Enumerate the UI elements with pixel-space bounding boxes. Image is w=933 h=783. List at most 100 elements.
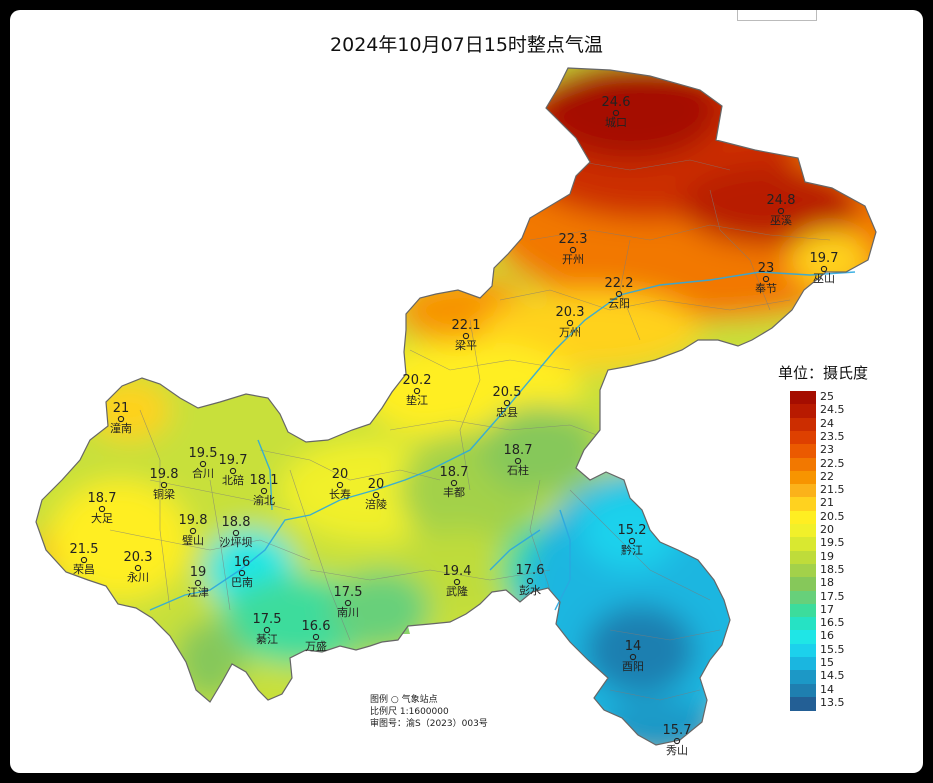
station-dot-icon (189, 527, 197, 535)
legend-label: 25 (820, 390, 834, 403)
legend-step: 19.5 (790, 536, 890, 552)
station-name: 奉节 (755, 281, 777, 295)
station-marker: 23 奉节 (755, 261, 777, 295)
station-marker: 17.6 彭水 (516, 563, 545, 597)
station-marker: 17.5 南川 (334, 585, 363, 619)
station-name: 璧山 (182, 533, 204, 547)
station-dot-icon (820, 265, 828, 273)
station-name: 大足 (91, 511, 113, 525)
legend-step: 25 (790, 390, 890, 405)
station-marker: 15.7 秀山 (663, 723, 692, 757)
station-name: 万州 (559, 326, 581, 339)
station-marker: 17.5 綦江 (253, 612, 282, 646)
station-dot-icon (569, 246, 577, 254)
station-name: 黔江 (621, 543, 643, 557)
station-name: 荣昌 (73, 563, 95, 576)
station-marker: 18.7 大足 (88, 491, 117, 525)
legend-label: 24 (820, 416, 834, 430)
station-dot-icon (777, 207, 785, 215)
station-dot-icon (462, 332, 470, 340)
legend-step: 22 (790, 470, 890, 485)
legend-step: 23.5 (790, 430, 890, 445)
legend-swatch (790, 417, 816, 432)
station-value: 15.2 (618, 523, 647, 538)
legend-swatch (790, 470, 816, 485)
legend-swatch (790, 550, 816, 565)
legend-step: 17 (790, 603, 890, 618)
station-name: 沙坪坝 (220, 535, 253, 549)
station-value: 17.5 (334, 585, 363, 600)
station-dot-icon (238, 569, 246, 577)
legend-swatch (790, 430, 816, 445)
station-dot-icon (526, 577, 534, 585)
station-marker: 20 长寿 (329, 467, 351, 501)
top-tab (737, 10, 817, 21)
station-value: 16 (234, 555, 251, 570)
station-value: 17.6 (516, 563, 545, 578)
legend-label: 15.5 (820, 642, 845, 656)
station-value: 19.8 (179, 513, 208, 528)
station-marker: 20 涪陵 (365, 477, 387, 511)
station-name: 酉阳 (622, 660, 644, 673)
station-marker: 20.5 忠县 (493, 385, 522, 419)
station-name: 忠县 (496, 406, 518, 419)
station-value: 19.7 (219, 453, 248, 468)
map-title: 2024年10月07日15时整点气温 (330, 34, 603, 56)
station-value: 19.8 (150, 467, 179, 482)
station-name: 潼南 (110, 421, 132, 435)
station-name: 云阳 (608, 297, 630, 310)
station-marker: 21.5 荣昌 (70, 542, 99, 576)
station-dot-icon (194, 579, 202, 587)
legend-step: 20.5 (790, 510, 890, 525)
station-dot-icon (762, 275, 770, 283)
station-dot-icon (134, 564, 142, 572)
legend-swatch (790, 617, 816, 631)
legend-step: 16 (790, 629, 890, 645)
station-value: 18.7 (504, 443, 533, 458)
station-dot-icon (453, 578, 461, 586)
legend-label: 24.5 (820, 403, 845, 417)
legend-label: 13.5 (820, 695, 845, 709)
legend-label: 16.5 (820, 616, 845, 630)
station-dot-icon (344, 599, 352, 607)
station-name: 铜梁 (153, 487, 175, 501)
station-name: 北碚 (222, 473, 244, 487)
legend-swatch (790, 643, 816, 658)
station-dot-icon (615, 290, 623, 298)
station-value: 21 (113, 401, 130, 416)
station-name: 梁平 (455, 338, 477, 352)
station-dot-icon (566, 319, 574, 327)
station-name: 巫山 (813, 272, 835, 285)
station-marker: 18.8 沙坪坝 (220, 515, 253, 549)
station-dot-icon (413, 387, 421, 395)
station-name: 万盛 (305, 639, 327, 653)
station-marker: 19.5 合川 (189, 446, 218, 480)
legend-step: 24 (790, 416, 890, 432)
station-marker: 20.3 永川 (124, 550, 153, 584)
legend-step: 20 (790, 523, 890, 538)
legend-label: 15 (820, 656, 834, 669)
legend-step: 22.5 (790, 457, 890, 472)
station-value: 21.5 (70, 542, 99, 557)
stations-layer: 24.6 城口 24.8 巫溪 22.3 开州 22.2 云阳 23 奉节 19.7 巫山 22.1 梁平… (70, 95, 839, 757)
legend-swatch (790, 510, 816, 525)
legend-label: 18 (820, 576, 834, 590)
station-marker: 14 酉阳 (622, 639, 644, 673)
legend-step: 16.5 (790, 616, 890, 631)
station-dot-icon (260, 487, 268, 495)
legend-swatch (790, 670, 816, 685)
station-name: 垫江 (406, 393, 428, 407)
legend-label: 20 (820, 523, 834, 536)
legend-step: 18.5 (790, 562, 890, 578)
station-marker: 15.2 黔江 (618, 523, 647, 557)
station-value: 14 (625, 639, 642, 654)
legend-step: 18 (790, 576, 890, 591)
station-name: 武隆 (446, 584, 468, 598)
station-marker: 19.4 武隆 (443, 564, 472, 598)
station-value: 20.3 (124, 550, 153, 565)
station-dot-icon (263, 626, 271, 634)
station-name: 江津 (187, 586, 209, 599)
legend-label: 18.5 (820, 562, 845, 576)
legend-step: 21 (790, 496, 890, 512)
legend-label: 23 (820, 443, 834, 457)
